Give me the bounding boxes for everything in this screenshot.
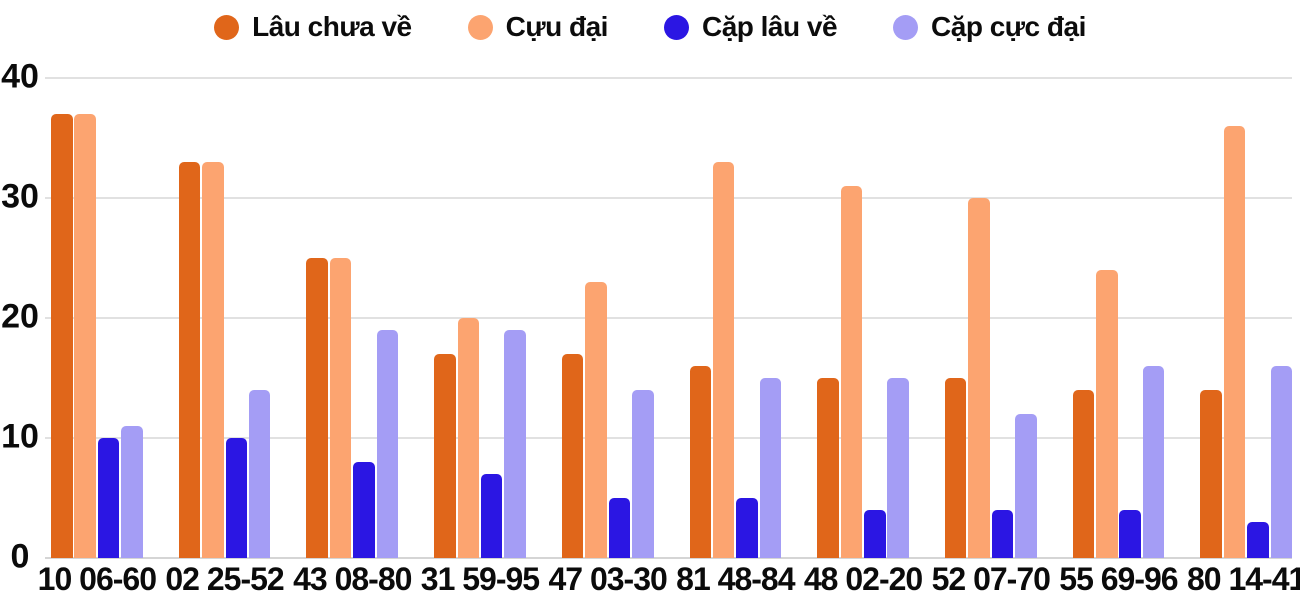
bar-lâu-chưa-về-55-69-96[interactable] — [1072, 390, 1095, 558]
bar-cặp-cực-đại-31-59-95[interactable] — [504, 330, 526, 558]
gridline-y40 — [45, 77, 1292, 79]
x-axis-category-label-7: 52 07-70 — [931, 561, 1051, 597]
legend-swatch-circle-2 — [663, 14, 689, 40]
y-axis-tick-label-20: 20 — [1, 297, 39, 336]
bar-cựu-đại-02-25-52[interactable] — [202, 162, 224, 558]
bar-lâu-chưa-về-52-07-70[interactable] — [944, 378, 967, 558]
bar-lâu-chưa-về-48-02-20[interactable] — [817, 378, 839, 558]
bar-cặp-lâu-về-55-69-96[interactable] — [1119, 510, 1141, 558]
legend-label-1: Cựu đại — [505, 11, 609, 42]
bar-cựu-đại-55-69-96[interactable] — [1096, 270, 1118, 558]
bar-cựu-đại-80-14-41[interactable] — [1223, 126, 1246, 558]
chart-legend: Lâu chưa về Cựu đại Cặp lâu về Cặp cực đại — [0, 4, 1300, 50]
bar-cặp-lâu-về-02-25-52[interactable] — [225, 438, 247, 558]
bar-lâu-chưa-về-10-06-60[interactable] — [51, 114, 73, 558]
bar-cặp-lâu-về-31-59-95[interactable] — [480, 474, 503, 558]
bar-lâu-chưa-về-43-08-80[interactable] — [306, 258, 328, 558]
bar-cặp-lâu-về-43-08-80[interactable] — [353, 462, 375, 558]
bar-cặp-lâu-về-81-48-84[interactable] — [736, 498, 758, 558]
legend-swatch-circle-1 — [467, 14, 493, 40]
bar-cựu-đại-81-48-84[interactable] — [712, 162, 735, 558]
bar-cựu-đại-48-02-20[interactable] — [840, 186, 863, 558]
x-axis-category-label-3: 31 59-95 — [420, 561, 540, 597]
legend-item-0[interactable]: Lâu chưa về — [214, 11, 412, 43]
legend-item-1[interactable]: Cựu đại — [467, 11, 609, 43]
bar-lâu-chưa-về-81-48-84[interactable] — [689, 366, 711, 558]
bar-cựu-đại-52-07-70[interactable] — [968, 198, 990, 558]
gridline-y30 — [45, 197, 1292, 199]
bar-cựu-đại-31-59-95[interactable] — [457, 318, 479, 558]
legend-item-2[interactable]: Cặp lâu về — [663, 11, 838, 43]
bar-cặp-lâu-về-80-14-41[interactable] — [1247, 522, 1269, 558]
y-axis-tick-label-0: 0 — [10, 537, 30, 576]
legend-label-0: Lâu chưa về — [252, 11, 412, 42]
bar-lâu-chưa-về-80-14-41[interactable] — [1200, 390, 1222, 558]
x-axis-category-label-6: 48 02-20 — [803, 561, 923, 597]
legend-swatch-circle-0 — [214, 14, 240, 40]
x-axis-category-label-8: 55 69-96 — [1059, 561, 1178, 597]
bar-cặp-cực-đại-47-03-30[interactable] — [632, 390, 654, 558]
bar-cặp-lâu-về-52-07-70[interactable] — [991, 510, 1014, 558]
bar-cặp-cực-đại-80-14-41[interactable] — [1270, 366, 1292, 558]
legend-label-3: Cặp cực đại — [931, 11, 1086, 42]
gridline-y20 — [45, 317, 1292, 319]
gridline-y10 — [45, 437, 1292, 439]
bar-lâu-chưa-về-31-59-95[interactable] — [434, 354, 456, 558]
bar-cựu-đại-10-06-60[interactable] — [74, 114, 96, 558]
bar-cặp-cực-đại-81-48-84[interactable] — [759, 378, 782, 558]
y-axis-tick-label-10: 10 — [1, 417, 39, 456]
legend-swatch-circle-3 — [893, 14, 919, 40]
bar-cặp-cực-đại-52-07-70[interactable] — [1015, 414, 1037, 558]
bar-lâu-chưa-về-02-25-52[interactable] — [178, 162, 201, 558]
x-axis-category-label-0: 10 06-60 — [37, 561, 157, 597]
bar-cặp-lâu-về-47-03-30[interactable] — [608, 498, 631, 558]
x-axis-category-label-1: 02 25-52 — [165, 561, 284, 597]
gridline-y0 — [45, 557, 1292, 559]
y-axis-tick-label-40: 40 — [1, 57, 39, 96]
bar-cặp-lâu-về-10-06-60[interactable] — [97, 438, 120, 558]
x-axis-category-label-2: 43 08-80 — [293, 561, 412, 597]
x-axis-category-label-4: 47 03-30 — [548, 561, 667, 597]
x-axis-category-label-9: 80 14-41 — [1186, 561, 1300, 597]
bar-cựu-đại-43-08-80[interactable] — [329, 258, 352, 558]
y-axis-tick-label-30: 30 — [1, 177, 39, 216]
legend-label-2: Cặp lâu về — [701, 11, 838, 42]
bar-lâu-chưa-về-47-03-30[interactable] — [561, 354, 584, 558]
bar-cựu-đại-47-03-30[interactable] — [585, 282, 607, 558]
bar-cặp-lâu-về-48-02-20[interactable] — [864, 510, 886, 558]
bar-cặp-cực-đại-43-08-80[interactable] — [376, 330, 399, 558]
x-axis-category-label-5: 81 48-84 — [676, 561, 795, 597]
bar-cặp-cực-đại-55-69-96[interactable] — [1142, 366, 1165, 558]
bar-cặp-cực-đại-48-02-20[interactable] — [887, 378, 909, 558]
bar-cặp-cực-đại-10-06-60[interactable] — [121, 426, 143, 558]
bar-cặp-cực-đại-02-25-52[interactable] — [248, 390, 271, 558]
legend-item-3[interactable]: Cặp cực đại — [893, 11, 1086, 43]
